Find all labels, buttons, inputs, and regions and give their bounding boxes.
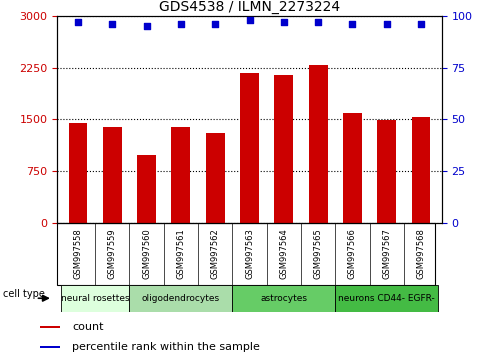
Text: cell type: cell type [3,289,45,299]
Title: GDS4538 / ILMN_2273224: GDS4538 / ILMN_2273224 [159,0,340,13]
Bar [274,75,293,223]
Text: GSM997559: GSM997559 [108,229,117,279]
Bar [40,326,60,328]
Bar [172,127,190,223]
Point [108,21,116,27]
Text: oligodendrocytes: oligodendrocytes [142,294,220,303]
Bar [103,127,122,223]
Point [383,21,391,27]
Bar [137,155,156,223]
Point [246,17,253,23]
Text: GSM997567: GSM997567 [382,229,391,279]
Point [177,21,185,27]
Bar [412,118,431,223]
Text: neurons CD44- EGFR-: neurons CD44- EGFR- [338,294,435,303]
Bar [377,120,396,223]
Point [143,23,151,29]
Bar [233,285,335,312]
Bar [335,285,438,312]
Text: GSM997566: GSM997566 [348,229,357,279]
Text: neural rosettes: neural rosettes [61,294,129,303]
Point [314,19,322,25]
Bar [68,123,87,223]
Point [74,19,82,25]
Text: GSM997560: GSM997560 [142,229,151,279]
Text: GSM997565: GSM997565 [313,229,323,279]
Text: GSM997568: GSM997568 [417,229,426,279]
Point [280,19,288,25]
Bar [206,133,225,223]
Point [417,21,425,27]
Point [348,21,356,27]
Text: GSM997558: GSM997558 [73,229,82,279]
Bar [61,285,129,312]
Bar [40,346,60,348]
Bar [309,65,327,223]
Text: count: count [72,322,104,332]
Text: GSM997561: GSM997561 [176,229,186,279]
Bar [129,285,233,312]
Point [211,21,219,27]
Text: percentile rank within the sample: percentile rank within the sample [72,342,260,352]
Bar [343,113,362,223]
Text: astrocytes: astrocytes [260,294,307,303]
Bar [240,73,259,223]
Text: GSM997564: GSM997564 [279,229,288,279]
Text: GSM997562: GSM997562 [211,229,220,279]
Text: GSM997563: GSM997563 [245,229,254,279]
